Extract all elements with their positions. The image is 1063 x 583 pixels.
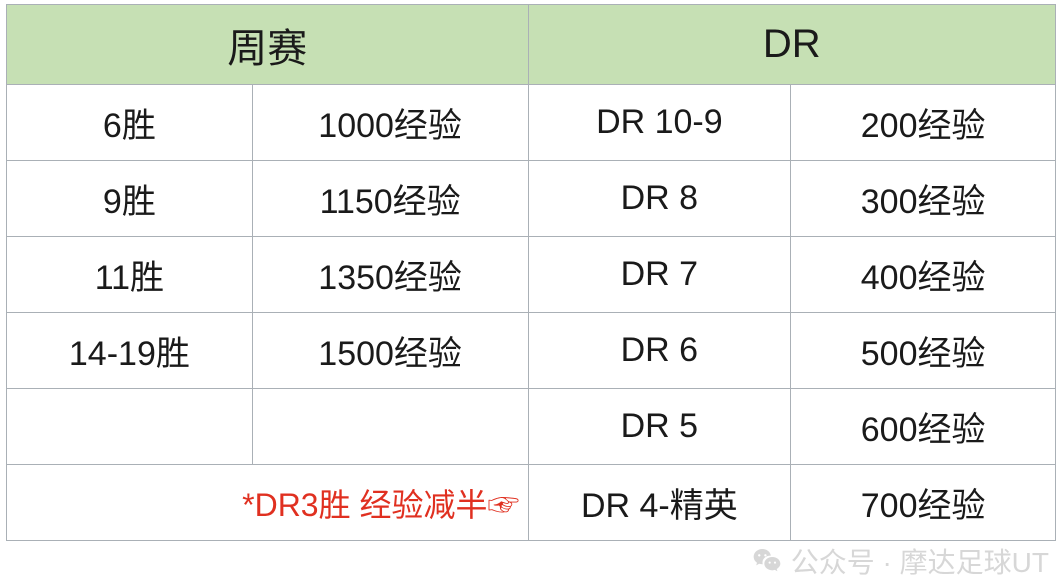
weekly-wins-cell xyxy=(7,389,253,465)
header-row: 周赛 DR xyxy=(7,5,1056,85)
weekly-wins-cell: 9胜 xyxy=(7,161,253,237)
dr-rank-cell: DR 8 xyxy=(528,161,791,237)
note-row: *DR3胜 经验减半☞ DR 4-精英 700经验 xyxy=(7,465,1056,541)
weekly-wins-cell: 14-19胜 xyxy=(7,313,253,389)
dr-rank-cell: DR 4-精英 xyxy=(528,465,791,541)
weekly-wins-cell: 11胜 xyxy=(7,237,253,313)
dr-rank-cell: DR 5 xyxy=(528,389,791,465)
dr-rank-cell: DR 7 xyxy=(528,237,791,313)
table-row: 6胜 1000经验 DR 10-9 200经验 xyxy=(7,85,1056,161)
dr-rank-cell: DR 10-9 xyxy=(528,85,791,161)
weekly-exp-cell: 1150经验 xyxy=(252,161,528,237)
watermark-text: 公众号 · 摩达足球UT xyxy=(791,541,1049,581)
dr-exp-cell: 700经验 xyxy=(791,465,1056,541)
dr-exp-cell: 600经验 xyxy=(791,389,1056,465)
dr-exp-cell: 400经验 xyxy=(791,237,1056,313)
weekly-exp-cell: 1350经验 xyxy=(252,237,528,313)
weekly-exp-cell: 1000经验 xyxy=(252,85,528,161)
table-row: DR 5 600经验 xyxy=(7,389,1056,465)
page-container: 周赛 DR 6胜 1000经验 DR 10-9 200经验 9胜 1150经验 … xyxy=(0,4,1063,583)
header-weekly: 周赛 xyxy=(7,5,529,85)
weekly-exp-cell: 1500经验 xyxy=(252,313,528,389)
wechat-icon xyxy=(751,545,783,577)
header-dr: DR xyxy=(528,5,1056,85)
weekly-wins-cell: 6胜 xyxy=(7,85,253,161)
note-text: *DR3胜 经验减半☞ xyxy=(7,465,529,541)
dr-rank-cell: DR 6 xyxy=(528,313,791,389)
dr-exp-cell: 200经验 xyxy=(791,85,1056,161)
weekly-exp-cell xyxy=(252,389,528,465)
watermark: 公众号 · 摩达足球UT xyxy=(751,541,1049,581)
table-row: 14-19胜 1500经验 DR 6 500经验 xyxy=(7,313,1056,389)
dr-exp-cell: 500经验 xyxy=(791,313,1056,389)
dr-exp-cell: 300经验 xyxy=(791,161,1056,237)
exp-table: 周赛 DR 6胜 1000经验 DR 10-9 200经验 9胜 1150经验 … xyxy=(6,4,1056,541)
table-row: 11胜 1350经验 DR 7 400经验 xyxy=(7,237,1056,313)
table-row: 9胜 1150经验 DR 8 300经验 xyxy=(7,161,1056,237)
